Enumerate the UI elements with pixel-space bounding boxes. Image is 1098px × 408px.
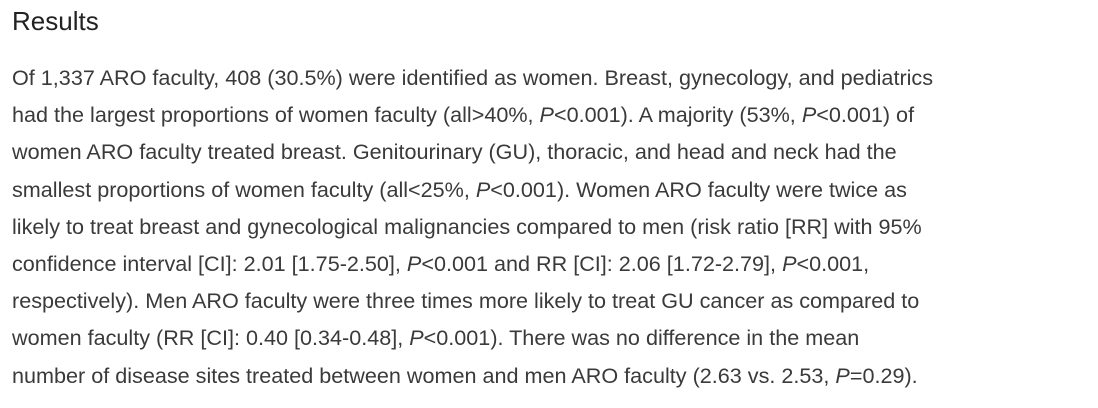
text-segment: <0.001) of <box>816 102 915 128</box>
text-segment: <0.001, <box>796 251 870 277</box>
p-value-symbol: P <box>475 176 491 202</box>
results-section: Results Of 1,337 ARO faculty, 408 (30.5%… <box>12 4 1092 394</box>
paragraph-line: confidence interval [CI]: 2.01 [1.75-2.5… <box>12 245 1092 282</box>
p-value-symbol: P <box>835 362 850 388</box>
text-segment: had the largest proportions of women fac… <box>12 102 540 128</box>
text-segment: Of 1,337 ARO faculty, 408 (30.5%) were i… <box>12 65 934 90</box>
paragraph-line: likely to treat breast and gynecological… <box>12 208 1092 245</box>
paragraph-line: respectively). Men ARO faculty were thre… <box>12 282 1092 319</box>
paragraph-line: women faculty (RR [CI]: 0.40 [0.34-0.48]… <box>12 319 1092 356</box>
paragraph-line: had the largest proportions of women fac… <box>12 96 1092 133</box>
text-segment: women ARO faculty treated breast. Genito… <box>12 139 897 165</box>
paragraph-line: women ARO faculty treated breast. Genito… <box>12 133 1092 170</box>
text-segment: <0.001 and RR [CI]: 2.06 [1.72-2.79], <box>421 251 783 277</box>
p-value-symbol: P <box>406 251 422 277</box>
text-segment: <0.001). A majority (53%, <box>553 102 802 128</box>
p-value-symbol: P <box>409 325 424 351</box>
text-segment: likely to treat breast and gynecological… <box>12 213 922 239</box>
p-value-symbol: P <box>801 102 817 128</box>
paragraph-line: Of 1,337 ARO faculty, 408 (30.5%) were i… <box>12 59 1092 96</box>
text-segment: =0.29). <box>849 362 918 388</box>
p-value-symbol: P <box>539 102 554 128</box>
text-segment: respectively). Men ARO faculty were thre… <box>12 288 920 314</box>
text-segment: women faculty (RR [CI]: 0.40 [0.34-0.48]… <box>12 325 410 351</box>
section-heading: Results <box>12 6 99 36</box>
paragraph-line: smallest proportions of women faculty (a… <box>12 171 1092 208</box>
text-segment: smallest proportions of women faculty (a… <box>12 176 476 202</box>
p-value-symbol: P <box>782 251 797 277</box>
results-paragraph: Of 1,337 ARO faculty, 408 (30.5%) were i… <box>12 59 1092 394</box>
text-segment: <0.001). Women ARO faculty were twice as <box>490 176 907 202</box>
text-segment: confidence interval [CI]: 2.01 [1.75-2.5… <box>12 251 407 277</box>
paragraph-line: number of disease sites treated between … <box>12 357 1092 394</box>
text-segment: <0.001). There was no difference in the … <box>423 325 860 351</box>
text-segment: number of disease sites treated between … <box>12 362 836 388</box>
